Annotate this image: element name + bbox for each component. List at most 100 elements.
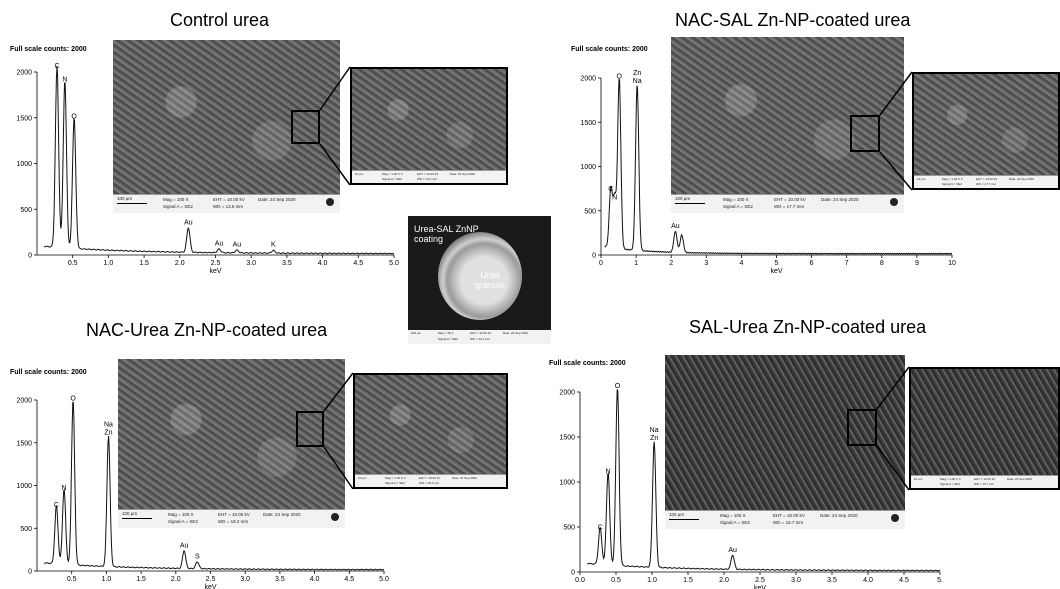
y-tick-label: 500 <box>20 526 32 533</box>
mag-text: Mag = 1.00 K X <box>940 477 961 481</box>
sem-micrograph <box>665 355 905 511</box>
wd-text: WD = 14.0 mm <box>417 177 438 181</box>
y-tick-label: 500 <box>563 525 575 532</box>
signal-text: Signal A = SE2 <box>382 177 402 181</box>
full-scale-label: Full scale counts: 2000 <box>549 360 626 367</box>
date-text: Date: 24 Sep 2020 <box>1007 477 1033 481</box>
panel-title-nac-urea: NAC-Urea Zn-NP-coated urea <box>86 320 328 340</box>
wd-text: WD = 19.7 mm <box>974 482 995 486</box>
scale-label: 10 µm <box>355 172 364 176</box>
x-axis-label: keV <box>754 585 766 589</box>
peak-label: K <box>271 241 276 248</box>
x-tick-label: 5. <box>937 577 943 584</box>
peak-label: N <box>612 195 617 202</box>
granule-sphere <box>438 232 522 320</box>
sem-image-nac-sal: 100 µm Mag = 100 X Signal A = SE2 EHT = … <box>671 37 904 213</box>
y-tick-label: 2000 <box>16 398 32 405</box>
y-tick-label: 1500 <box>16 440 32 447</box>
eht-text: EHT = 10.00 kV <box>218 512 250 517</box>
signal-text: Signal A = SE2 <box>438 337 458 341</box>
y-tick-label: 500 <box>20 207 32 214</box>
y-tick-label: 0 <box>28 253 32 260</box>
x-tick-label: 2.0 <box>171 576 181 583</box>
x-tick-label: 0 <box>599 260 603 267</box>
x-tick-label: 5 <box>775 260 779 267</box>
sem-info-bar: 10 µm Mag = 1.00 K X Signal A = SE2 EHT … <box>355 474 506 487</box>
sem-info-bar: 100 µm Mag = 100 X Signal A = SE2 EHT = … <box>665 510 905 529</box>
x-tick-label: 1.5 <box>139 260 149 267</box>
scale-label: 100 µm <box>117 196 133 201</box>
x-tick-label: 2.0 <box>719 577 729 584</box>
y-tick-label: 0 <box>571 570 575 577</box>
wd-text: WD = 17.7 mm <box>976 182 997 186</box>
peak-label: Au <box>728 547 737 554</box>
zoom-region-box <box>291 110 320 144</box>
peak-label: N <box>606 469 611 476</box>
signal-text: Signal A = SE2 <box>723 204 753 209</box>
urea-granule-cross-section: Urea-SAL ZnNP coating Urea granule 200 µ… <box>408 216 551 344</box>
peak-label: O <box>70 395 76 402</box>
zoom-region-box <box>296 411 324 447</box>
mag-text: Mag = 1.00 K X <box>942 177 963 181</box>
x-tick-label: 3.5 <box>275 576 285 583</box>
sem-zoom-sal-urea: 10 µm Mag = 1.00 K X Signal A = SE2 EHT … <box>909 367 1060 490</box>
peak-label: O <box>615 383 621 390</box>
x-tick-label: 4.5 <box>353 260 363 267</box>
sem-zoom-control: 10 µm Mag = 1.00 K X Signal A = SE2 EHT … <box>350 67 508 185</box>
eht-text: EHT = 10.00 kV <box>976 177 998 181</box>
mag-text: Mag = 100 X <box>163 197 189 202</box>
scale-label: 100 µm <box>122 511 138 516</box>
x-axis-label: keV <box>770 268 782 275</box>
date-text: Date: 24 Sep 2020 <box>450 172 476 176</box>
x-tick-label: 3.0 <box>246 260 256 267</box>
mag-text: Mag = 100 X <box>168 512 194 517</box>
x-tick-label: 7 <box>845 260 849 267</box>
granule-label: Urea granule <box>474 270 506 290</box>
panel-title-control: Control urea <box>170 10 270 30</box>
peak-label: C <box>54 63 59 70</box>
sem-zoom-nac-urea: 10 µm Mag = 1.00 K X Signal A = SE2 EHT … <box>353 373 508 489</box>
university-logo-icon <box>891 514 899 522</box>
wd-text: WD = 18.2 mm <box>218 519 249 524</box>
date-text: Date: 24 Sep 2020 <box>821 197 859 202</box>
x-tick-label: 1.5 <box>683 577 693 584</box>
x-tick-label: 2.0 <box>175 260 185 267</box>
scale-label: 10 µm <box>917 177 926 181</box>
x-tick-label: 3.5 <box>282 260 292 267</box>
x-tick-label: 10 <box>948 260 956 267</box>
peak-label: Zn <box>633 70 641 77</box>
x-tick-label: 5.0 <box>389 260 399 267</box>
x-tick-label: 1.0 <box>104 260 114 267</box>
peak-label: Au <box>184 219 193 226</box>
peak-label: S <box>195 553 200 560</box>
x-tick-label: 4.0 <box>318 260 328 267</box>
zoom-region-box <box>850 115 880 152</box>
sem-micrograph <box>118 359 345 510</box>
signal-text: Signal A = SE2 <box>385 481 405 485</box>
y-tick-label: 2000 <box>580 76 596 83</box>
y-tick-label: 1000 <box>16 483 32 490</box>
sem-info-bar: 100 µm Mag = 100 X Signal A = SE2 EHT = … <box>113 194 340 213</box>
sem-info-bar: 10 µm Mag = 1.00 K X Signal A = SE2 EHT … <box>914 175 1058 188</box>
peak-label: Na <box>633 78 642 85</box>
wd-text: WD = 17.7 mm <box>774 204 805 209</box>
scale-label: 10 µm <box>914 477 923 481</box>
mag-text: Mag = 100 X <box>720 513 746 518</box>
peak-label: N <box>62 77 67 84</box>
y-tick-label: 0 <box>28 569 32 576</box>
scale-bar <box>122 512 152 519</box>
sem-micrograph <box>352 69 506 171</box>
scale-label: 100 µm <box>669 512 685 517</box>
university-logo-icon <box>331 513 339 521</box>
x-tick-label: 1.0 <box>102 576 112 583</box>
eht-text: EHT = 10.00 kV <box>213 197 245 202</box>
eht-text: EHT = 10.00 kV <box>974 477 996 481</box>
mag-text: Mag = 1.00 K X <box>385 476 406 480</box>
sem-info-bar: 10 µm Mag = 1.00 K X Signal A = SE2 EHT … <box>911 475 1058 488</box>
x-tick-label: 4.0 <box>863 577 873 584</box>
x-tick-label: 0.5 <box>611 577 621 584</box>
peak-label: Zn <box>650 435 658 442</box>
eht-text: EHT = 10.00 kV <box>470 331 492 335</box>
